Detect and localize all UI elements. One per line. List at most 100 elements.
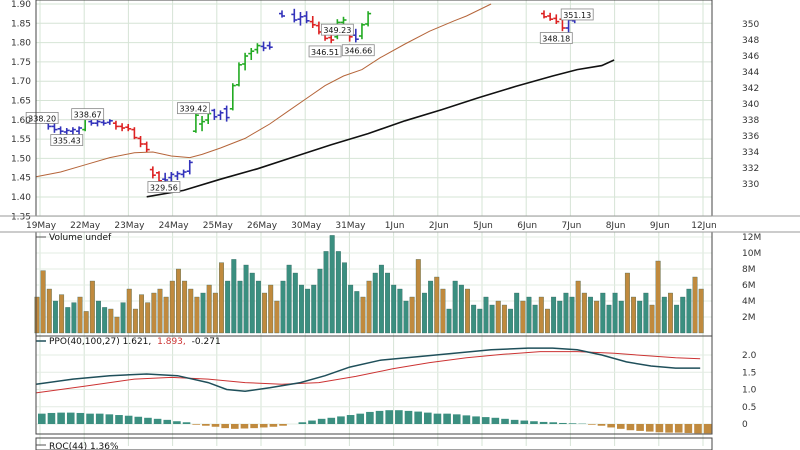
volume-legend: Volume undef bbox=[36, 233, 112, 243]
ppo-hist-bar bbox=[520, 420, 529, 424]
ppo-hist-bar bbox=[617, 424, 625, 429]
panel-frame bbox=[35, 437, 713, 450]
ppo-hist-bar bbox=[192, 424, 200, 425]
ohlc-bar bbox=[119, 123, 126, 132]
volume-bar bbox=[514, 292, 520, 334]
ppo-hist-bar bbox=[404, 410, 413, 424]
ohlc-bar bbox=[199, 116, 206, 132]
callout-label: 338.67 bbox=[74, 111, 102, 120]
volume-bar bbox=[471, 304, 477, 334]
ppo-hist-bar bbox=[279, 424, 287, 426]
volume-bar bbox=[686, 288, 692, 334]
volume-bar bbox=[483, 296, 489, 334]
volume-bar bbox=[508, 308, 513, 334]
volume-bar bbox=[182, 280, 188, 334]
left-tick-label: 1.90 bbox=[11, 0, 31, 10]
volume-legend-label: Volume undef bbox=[49, 233, 112, 243]
volume-bar bbox=[83, 311, 89, 334]
ohlc-bar bbox=[365, 11, 372, 27]
volume-bar bbox=[501, 304, 507, 334]
ohlc-bar bbox=[76, 126, 83, 135]
ppo-hist-bar bbox=[356, 413, 365, 424]
date-tick-label: 6Jun bbox=[517, 221, 537, 231]
price-right-axis-ticks: 350 348 346 344 342 340 338 336 334 332 330 bbox=[742, 20, 759, 190]
volume-bar bbox=[151, 292, 157, 334]
price-callout: 349.23 bbox=[320, 23, 354, 36]
volume-bar bbox=[403, 300, 409, 334]
volume-bars bbox=[34, 235, 704, 334]
ppo-hist-bar bbox=[645, 424, 654, 432]
right-tick-label: 344 bbox=[742, 68, 759, 78]
date-axis-ticks: 19May 22May 23May 24May 25May 26May 30May 31May… bbox=[26, 221, 717, 231]
date-tick-label: 8Jun bbox=[606, 221, 626, 231]
volume-bar bbox=[354, 291, 360, 334]
ppo-hist-bar bbox=[491, 417, 500, 424]
callout-label: 335.43 bbox=[53, 137, 81, 146]
callout-box bbox=[177, 102, 210, 115]
price-callout: 329.56 bbox=[147, 181, 181, 193]
ppo-hist-bar bbox=[115, 415, 123, 424]
price-gridlines bbox=[36, 0, 712, 446]
date-tick-label: 23May bbox=[114, 221, 145, 231]
ppo-hist-bar bbox=[346, 415, 355, 424]
ohlc-bar bbox=[291, 8, 298, 23]
volume-bar bbox=[532, 304, 538, 334]
callout-label: 351.13 bbox=[563, 11, 591, 20]
ohlc-bar bbox=[174, 171, 181, 180]
date-tick-label: 7Jun bbox=[562, 221, 582, 231]
ppo-legend: PPO(40,100,27) 1.621, 1.893, -0.271 bbox=[36, 337, 221, 347]
left-tick-label: 1.75 bbox=[11, 58, 31, 68]
ppo-hist-bar bbox=[76, 412, 85, 424]
price-callout: 338.67 bbox=[71, 108, 105, 121]
volume-bar bbox=[391, 284, 397, 334]
ppo-hist-bar bbox=[38, 413, 46, 424]
volume-bar bbox=[298, 284, 304, 334]
callout-label: 329.56 bbox=[150, 184, 178, 193]
ohlc-bar bbox=[106, 119, 113, 125]
ohlc-bar bbox=[279, 10, 285, 18]
ppo-hist-bar bbox=[259, 424, 268, 428]
volume-bar bbox=[219, 262, 224, 334]
volume-bar bbox=[661, 296, 667, 334]
left-tick-label: 1.70 bbox=[11, 77, 31, 87]
volume-bar bbox=[305, 288, 311, 334]
price-left-axis-ticks: 1.90 1.85 1.80 1.75 1.70 1.65 1.60 1.55 1.50 1.45… bbox=[11, 0, 31, 222]
ohlc-bar bbox=[143, 141, 150, 152]
ppo-hist-bar bbox=[452, 414, 461, 424]
ppo-hist-bar bbox=[424, 412, 432, 424]
moving-average-short-line bbox=[35, 3, 492, 178]
ohlc-bar bbox=[358, 23, 365, 40]
volume-bar bbox=[34, 296, 40, 334]
right-tick-label: 346 bbox=[742, 52, 759, 62]
volume-bar bbox=[538, 296, 544, 334]
volume-bar bbox=[188, 288, 194, 334]
volume-bar bbox=[588, 296, 593, 334]
ppo-hist-bar bbox=[375, 410, 384, 424]
volume-bar bbox=[428, 280, 434, 334]
ppo-hist-bar bbox=[414, 411, 422, 424]
date-tick-label: 12Jun bbox=[691, 221, 717, 231]
callout-label: 338.20 bbox=[28, 114, 56, 123]
ppo-hist-bar bbox=[530, 421, 538, 424]
callout-box bbox=[25, 112, 59, 124]
date-tick-label: 26May bbox=[247, 221, 278, 231]
ohlc-bar bbox=[94, 120, 101, 127]
volume-bar bbox=[311, 284, 317, 334]
ohlc-bar bbox=[235, 62, 242, 87]
volume-bar bbox=[317, 268, 323, 334]
volume-bar bbox=[231, 259, 237, 334]
callout-box bbox=[539, 32, 573, 44]
volume-bar bbox=[434, 276, 440, 334]
volume-bar bbox=[624, 272, 630, 334]
volume-bar bbox=[631, 296, 636, 334]
ppo-hist-bar bbox=[144, 417, 152, 424]
ma-short-line bbox=[35, 3, 492, 178]
ppo-hist-bar bbox=[665, 424, 673, 433]
ohlc-bar bbox=[57, 126, 64, 135]
date-tick-label: 19May bbox=[26, 221, 57, 231]
date-tick-label: 9Jun bbox=[650, 221, 670, 231]
volume-bar bbox=[409, 296, 415, 334]
right-tick-label: 350 bbox=[742, 20, 759, 30]
ppo-hist-bar bbox=[636, 424, 644, 431]
